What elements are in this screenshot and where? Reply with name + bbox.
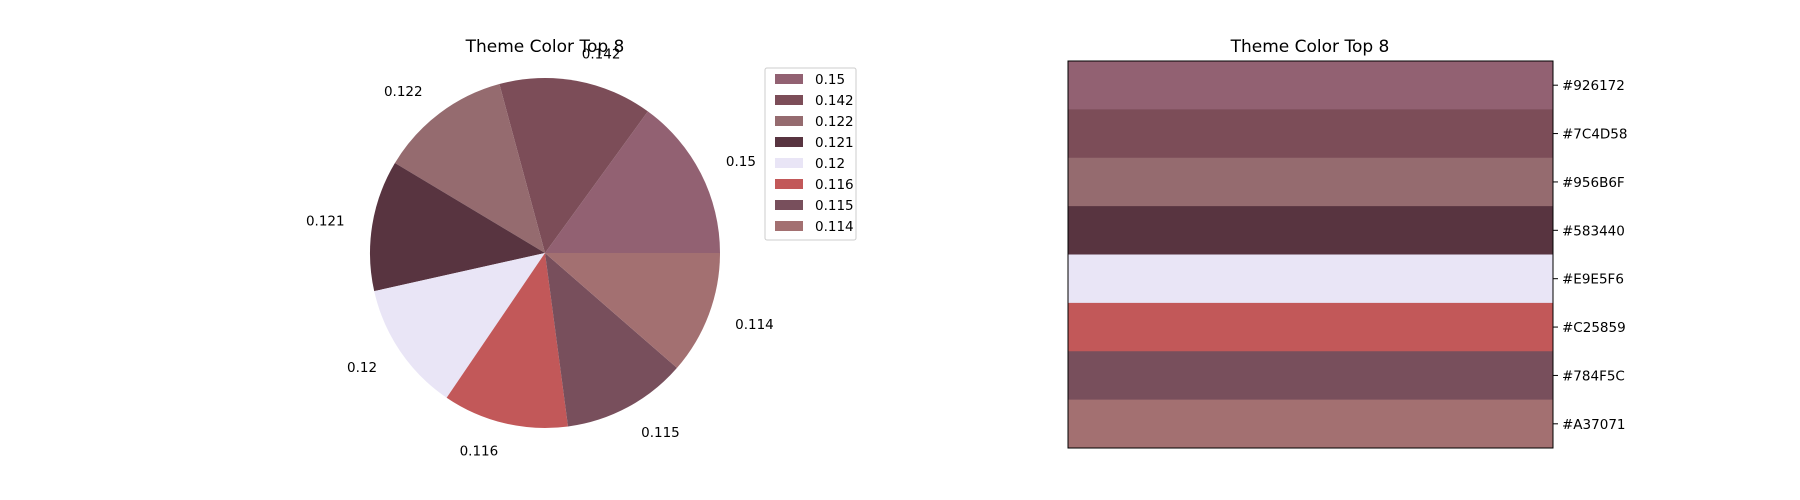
legend-swatch-4 [775,137,803,147]
palette-swatch-1 [1068,61,1553,110]
pie-slice-3 [394,84,545,253]
pie-slice-1 [545,111,720,253]
legend-swatch-7 [775,200,803,210]
palette-tick-label-1: #926172 [1562,78,1625,94]
legend-swatch-1 [775,74,803,84]
pie-slices [369,78,720,429]
palette-swatches [1068,61,1553,449]
palette-tick-label-7: #784F5C [1562,368,1625,384]
palette-tick-label-5: #E9E5F6 [1562,272,1624,288]
pie-slice-4 [369,162,545,292]
palette-axes-frame [1067,60,1554,449]
pie-slice-2 [499,78,648,253]
pie-legend: 0.15 0.142 0.122 0.121 0.12 0.116 0.115 0.114 [764,67,857,241]
pie-slice-label-7: 0.115 [641,425,680,441]
legend-swatch-6 [775,179,803,189]
legend-entries: 0.15 0.142 0.122 0.121 0.12 0.116 0.115 0.114 [775,72,854,235]
legend-label-2: 0.142 [815,93,854,109]
palette-tick-label-3: #956B6F [1562,175,1625,191]
palette-tick-label-4: #583440 [1562,223,1625,239]
palette-swatch-panel: Theme Color Top 8 #926172#7C4D58#956B6F#… [1067,37,1628,449]
palette-swatch-5 [1068,254,1553,304]
legend-label-7: 0.115 [815,198,854,214]
legend-swatch-5 [775,158,803,168]
legend-label-1: 0.15 [815,72,845,88]
pie-slice-label-1: 0.15 [726,154,756,170]
pie-slice-5 [374,253,545,398]
pie-slice-8 [545,253,720,368]
pie-chart-title: Theme Color Top 8 [465,37,625,57]
palette-chart-title: Theme Color Top 8 [1230,37,1390,57]
legend-label-4: 0.121 [815,135,854,151]
legend-frame [764,67,857,241]
legend-swatch-3 [775,116,803,126]
pie-slice-6 [446,253,569,429]
palette-swatch-4 [1068,206,1553,256]
legend-label-6: 0.116 [815,177,854,193]
palette-hex-ticks: #926172 #7C4D58 #956B6F #583440 #E9E5F6 #C258… [1553,78,1628,433]
palette-swatch-2 [1068,109,1553,159]
palette-swatch-6 [1068,302,1553,352]
palette-swatch-8 [1068,399,1553,449]
pie-slice-label-5: 0.12 [347,360,377,376]
pie-slice-7 [545,253,677,427]
legend-label-5: 0.12 [815,156,845,172]
palette-swatch-7 [1068,351,1553,401]
pie-slice-label-4: 0.121 [306,214,345,230]
pie-slice-labels: 0.15 0.142 0.122 0.121 0.12 0.116 0.115 0.114 [306,46,774,459]
pie-chart-panel: Theme Color Top 8 0.150.1420.1220.1210.1… [306,37,857,460]
legend-swatch-2 [775,95,803,105]
palette-swatch-3 [1068,157,1553,207]
pie-slice-label-8: 0.114 [735,317,774,333]
palette-tick-label-2: #7C4D58 [1562,127,1628,143]
legend-label-8: 0.114 [815,219,854,235]
legend-label-3: 0.122 [815,114,854,130]
pie-slice-label-3: 0.122 [384,84,423,100]
pie-slice-label-2: 0.142 [582,46,621,62]
palette-tick-label-8: #A37071 [1562,417,1626,433]
legend-swatch-8 [775,221,803,231]
pie-slice-label-6: 0.116 [460,444,499,460]
palette-tick-label-6: #C25859 [1562,320,1626,336]
